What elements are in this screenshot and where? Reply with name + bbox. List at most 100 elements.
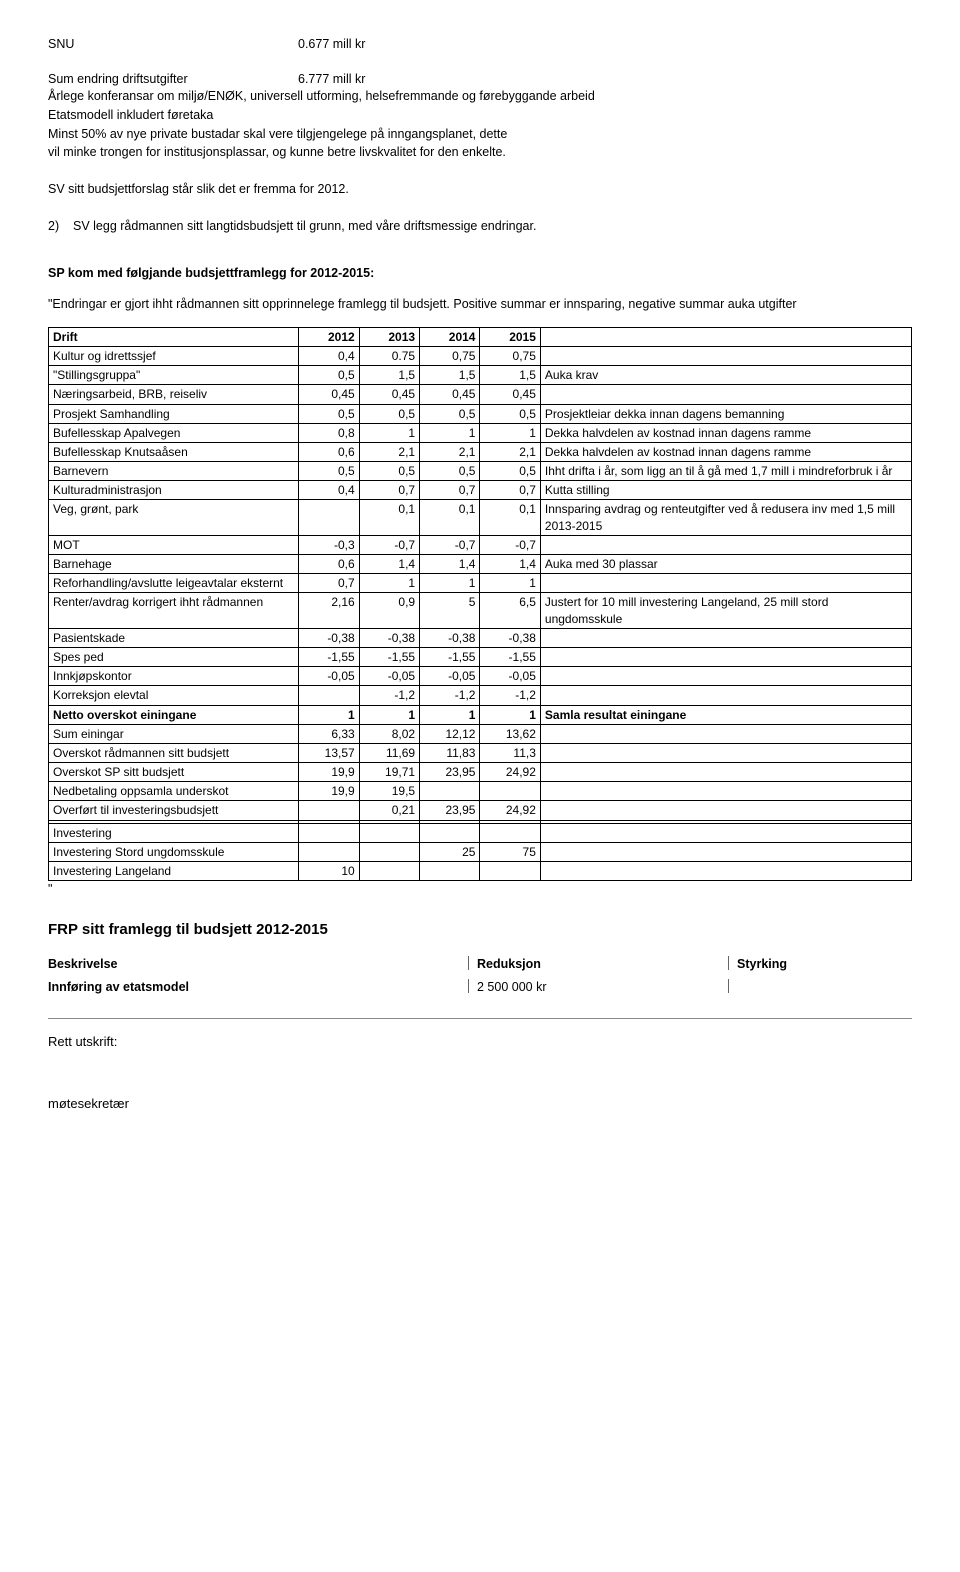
frp-heading: FRP sitt framlegg til budsjett 2012-2015 xyxy=(48,920,912,940)
table-cell: Reforhandling/avslutte leigeavtalar ekst… xyxy=(49,574,299,593)
table-cell xyxy=(480,782,540,801)
table-cell: 0,1 xyxy=(420,500,480,535)
table-cell: 23,95 xyxy=(420,801,480,820)
table-cell: 2,1 xyxy=(420,442,480,461)
table-header xyxy=(540,327,911,346)
table-cell: Bufellesskap Knutsaåsen xyxy=(49,442,299,461)
table-cell: 1 xyxy=(480,423,540,442)
table-cell: -0,05 xyxy=(359,667,419,686)
table-cell: Justert for 10 mill investering Langelan… xyxy=(540,593,911,628)
table-cell: Kultur og idrettssjef xyxy=(49,346,299,365)
table-cell: 12,12 xyxy=(420,724,480,743)
table-cell: 1 xyxy=(420,423,480,442)
table-row: Overført til investeringsbudsjett0,2123,… xyxy=(49,801,912,820)
table-cell: 1 xyxy=(359,705,419,724)
table-row: Korreksjon elevtal-1,2-1,2-1,2 xyxy=(49,686,912,705)
table-cell: -0,3 xyxy=(299,535,359,554)
frp-col-styrking: Styrking xyxy=(737,957,787,971)
sum-value: 6.777 mill kr xyxy=(298,71,365,88)
snu-line: SNU 0.677 mill kr xyxy=(48,36,912,53)
table-cell: 1 xyxy=(480,705,540,724)
table-cell: 19,9 xyxy=(299,782,359,801)
table-cell xyxy=(299,686,359,705)
table-header: Drift xyxy=(49,327,299,346)
table-cell: 1 xyxy=(299,705,359,724)
intro-bullets: Årlege konferansar om miljø/ENØK, univer… xyxy=(48,88,912,162)
table-cell: Dekka halvdelen av kostnad innan dagens … xyxy=(540,423,911,442)
table-cell xyxy=(299,801,359,820)
table-cell: -0,7 xyxy=(480,535,540,554)
table-cell xyxy=(480,862,540,881)
table-cell: 0,5 xyxy=(420,462,480,481)
table-cell: 23,95 xyxy=(420,763,480,782)
table-cell: 2,1 xyxy=(359,442,419,461)
table-cell xyxy=(420,782,480,801)
table-cell: 1 xyxy=(359,574,419,593)
table-row: Overskot SP sitt budsjett19,919,7123,952… xyxy=(49,763,912,782)
table-row: Overskot rådmannen sitt budsjett13,5711,… xyxy=(49,743,912,762)
table-cell: -1,55 xyxy=(299,647,359,666)
table-cell: Barnevern xyxy=(49,462,299,481)
table-cell: 13,62 xyxy=(480,724,540,743)
table-row: Barnehage0,61,41,41,4Auka med 30 plassar xyxy=(49,555,912,574)
table-cell: 0,4 xyxy=(299,346,359,365)
table-cell: 1,4 xyxy=(480,555,540,574)
table-row: Investering Langeland10 xyxy=(49,862,912,881)
frp-col-beskrivelse: Beskrivelse xyxy=(48,956,468,973)
table-cell: 10 xyxy=(299,862,359,881)
table-cell: 0,5 xyxy=(299,366,359,385)
sp-intro: "Endringar er gjort ihht rådmannen sitt … xyxy=(48,296,912,313)
table-row: Sum einingar6,338,0212,1213,62 xyxy=(49,724,912,743)
table-row: Spes ped-1,55-1,55-1,55-1,55 xyxy=(49,647,912,666)
table-row: "Stillingsgruppa"0,51,51,51,5Auka krav xyxy=(49,366,912,385)
frp-row-label: Innføring av etatsmodel xyxy=(48,979,468,996)
table-cell: 6,33 xyxy=(299,724,359,743)
table-cell xyxy=(299,823,359,842)
table-cell: -0,38 xyxy=(420,628,480,647)
table-cell: -0,05 xyxy=(480,667,540,686)
table-cell: 13,57 xyxy=(299,743,359,762)
table-cell: Korreksjon elevtal xyxy=(49,686,299,705)
table-row: Veg, grønt, park0,10,10,1Innsparing avdr… xyxy=(49,500,912,535)
table-cell xyxy=(540,842,911,861)
table-cell: 0,9 xyxy=(359,593,419,628)
table-cell: Investering xyxy=(49,823,299,842)
table-cell: 6,5 xyxy=(480,593,540,628)
table-cell: 24,92 xyxy=(480,801,540,820)
table-header: 2013 xyxy=(359,327,419,346)
table-cell: 1 xyxy=(480,574,540,593)
table-cell: Dekka halvdelen av kostnad innan dagens … xyxy=(540,442,911,461)
table-cell: -1,55 xyxy=(359,647,419,666)
table-cell xyxy=(540,782,911,801)
table-cell: 0.75 xyxy=(359,346,419,365)
table-cell: -0,7 xyxy=(420,535,480,554)
table-cell: Investering Stord ungdomsskule xyxy=(49,842,299,861)
table-cell: 75 xyxy=(480,842,540,861)
table-cell: 5 xyxy=(420,593,480,628)
table-cell: Auka med 30 plassar xyxy=(540,555,911,574)
table-cell: Barnehage xyxy=(49,555,299,574)
frp-data-row: Innføring av etatsmodel 2 500 000 kr xyxy=(48,979,912,996)
table-cell: 0,4 xyxy=(299,481,359,500)
intro-line: Minst 50% av nye private bustadar skal v… xyxy=(48,126,912,143)
table-row: MOT-0,3-0,7-0,7-0,7 xyxy=(49,535,912,554)
table-cell: -1,55 xyxy=(480,647,540,666)
table-cell: 0,7 xyxy=(420,481,480,500)
table-cell: 0,45 xyxy=(420,385,480,404)
table-cell: 1,5 xyxy=(359,366,419,385)
motesekretaer: møtesekretær xyxy=(48,1095,912,1113)
table-cell xyxy=(540,647,911,666)
intro-line: Etatsmodell inkludert føretaka xyxy=(48,107,912,124)
table-cell: Prosjektleiar dekka innan dagens bemanni… xyxy=(540,404,911,423)
table-cell: Samla resultat einingane xyxy=(540,705,911,724)
table-cell: Veg, grønt, park xyxy=(49,500,299,535)
sp-heading: SP kom med følgjande budsjettframlegg fo… xyxy=(48,265,912,282)
table-cell: 2,1 xyxy=(480,442,540,461)
table-row: Pasientskade-0,38-0,38-0,38-0,38 xyxy=(49,628,912,647)
table-cell: -1,2 xyxy=(480,686,540,705)
table-cell: 0,21 xyxy=(359,801,419,820)
table-cell: Innsparing avdrag og renteutgifter ved å… xyxy=(540,500,911,535)
intro-line: Årlege konferansar om miljø/ENØK, univer… xyxy=(48,88,912,105)
table-cell: Investering Langeland xyxy=(49,862,299,881)
table-cell: -0,05 xyxy=(299,667,359,686)
